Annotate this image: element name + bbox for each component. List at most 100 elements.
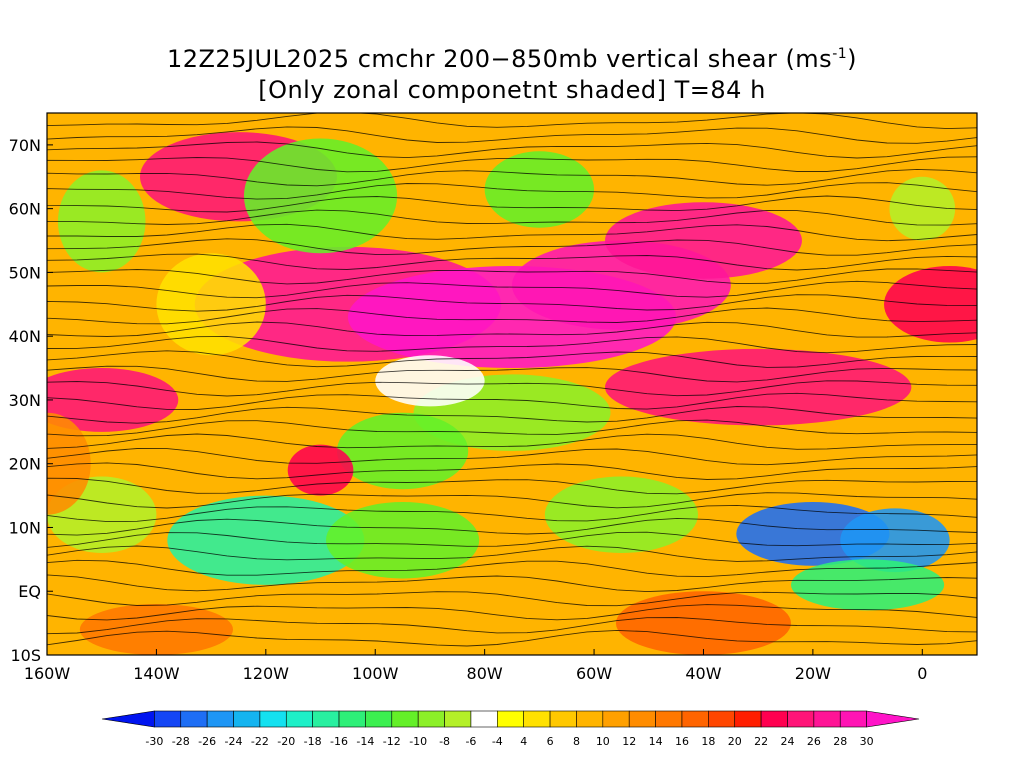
colorbar-swatch xyxy=(206,710,234,728)
colorbar-swatch xyxy=(734,710,762,728)
lon-tick-label: 0 xyxy=(917,664,927,683)
colorbar-swatch xyxy=(417,710,445,728)
colorbar-label: 14 xyxy=(649,735,663,748)
shear-region xyxy=(615,591,791,655)
streamline xyxy=(47,591,977,607)
colorbar-swatch xyxy=(628,710,656,728)
colorbar-label: 22 xyxy=(754,735,768,748)
colorbar-swatch xyxy=(866,710,920,728)
colorbar-label: -30 xyxy=(145,735,163,748)
lon-tick-label: 120W xyxy=(243,664,290,683)
colorbar-label: -20 xyxy=(277,735,295,748)
lon-tick-label: 80W xyxy=(467,664,503,683)
lon-tick-label: 160W xyxy=(24,664,71,683)
shear-region xyxy=(336,412,469,490)
streamline xyxy=(47,350,977,368)
lat-tick-label: 60N xyxy=(9,200,41,219)
streamline xyxy=(47,477,977,495)
lon-tick-label: 40W xyxy=(685,664,721,683)
colorbar-label: -10 xyxy=(409,735,427,748)
colorbar-label: 24 xyxy=(780,735,794,748)
colorbar-label: 16 xyxy=(675,735,689,748)
lon-tick-label: 100W xyxy=(352,664,399,683)
streamline xyxy=(47,419,977,437)
colorbar-label: -4 xyxy=(492,735,503,748)
colorbar-label: -16 xyxy=(330,735,348,748)
colorbar-swatch xyxy=(470,710,498,728)
lat-tick-label: 20N xyxy=(9,455,41,474)
streamline xyxy=(47,517,977,536)
streamline xyxy=(47,545,977,562)
lon-tick-label: 20W xyxy=(795,664,831,683)
colorbar-label: -8 xyxy=(439,735,450,748)
streamline xyxy=(47,268,977,285)
colorbar-swatch xyxy=(523,710,551,728)
colorbar-label: 4 xyxy=(520,735,527,748)
streamline xyxy=(47,574,977,593)
colorbar-label: -12 xyxy=(383,735,401,748)
streamline xyxy=(47,238,977,256)
shear-region xyxy=(605,348,912,426)
shear-region xyxy=(47,412,91,515)
colorbar-label: 8 xyxy=(573,735,580,748)
shear-region xyxy=(326,501,480,579)
colorbar-swatch xyxy=(365,710,393,728)
shear-region xyxy=(484,151,595,228)
shear-region xyxy=(47,368,179,432)
streamline xyxy=(47,406,977,424)
colorbar-label: 6 xyxy=(547,735,554,748)
shear-region xyxy=(156,253,266,356)
streamline xyxy=(47,617,977,635)
streamline xyxy=(47,126,977,144)
colorbar-swatch xyxy=(391,710,419,728)
colorbar: -30 -28 -26 -24 -22 -20 -18 -16 -14 -12 -10 -8 -6 -4 4… xyxy=(101,710,920,748)
streamline xyxy=(47,462,977,480)
colorbar-swatch xyxy=(233,710,261,728)
lat-tick-label: 30N xyxy=(9,391,41,410)
streamline xyxy=(47,492,977,509)
streamline xyxy=(47,365,977,383)
colorbar-swatch xyxy=(576,710,604,728)
colorbar-swatch xyxy=(285,710,313,728)
streamline xyxy=(47,392,977,410)
streamline xyxy=(47,380,977,397)
streamline xyxy=(47,141,977,159)
colorbar-label: -14 xyxy=(356,735,374,748)
streamline xyxy=(47,448,977,466)
colorbar-swatch xyxy=(549,710,577,728)
streamline xyxy=(47,531,977,548)
colorbar-swatch xyxy=(760,710,788,728)
colorbar-swatch xyxy=(101,710,155,728)
shear-region xyxy=(791,559,945,611)
shear-region xyxy=(544,476,698,553)
colorbar-label: -28 xyxy=(172,735,190,748)
colorbar-swatch xyxy=(444,710,472,728)
colorbar-swatch xyxy=(154,710,182,728)
colorbar-label: 18 xyxy=(701,735,715,748)
shear-region xyxy=(375,355,485,407)
streamline xyxy=(47,307,977,325)
colorbar-label: 26 xyxy=(807,735,821,748)
colorbar-swatch xyxy=(312,710,340,728)
colorbar-swatch xyxy=(338,710,366,728)
lon-tick-label: 140W xyxy=(133,664,180,683)
lon-tick-label: 60W xyxy=(576,664,612,683)
colorbar-swatch xyxy=(681,710,709,728)
lat-tick-label: 40N xyxy=(9,327,41,346)
shaded-field xyxy=(47,113,977,655)
colorbar-swatch xyxy=(708,710,736,728)
colorbar-label: 30 xyxy=(860,735,874,748)
title-unit-superscript: -1 xyxy=(832,46,848,62)
streamline xyxy=(47,156,977,173)
streamline xyxy=(47,335,977,354)
lat-tick-label: EQ xyxy=(18,582,41,601)
map-frame xyxy=(46,112,978,656)
streamline xyxy=(47,195,977,213)
streamline xyxy=(47,280,977,299)
streamline xyxy=(47,223,977,242)
lat-tick-label: 50N xyxy=(9,263,41,282)
colorbar-label: -18 xyxy=(304,735,322,748)
colorbar-label: -26 xyxy=(198,735,216,748)
streamline xyxy=(47,168,977,187)
